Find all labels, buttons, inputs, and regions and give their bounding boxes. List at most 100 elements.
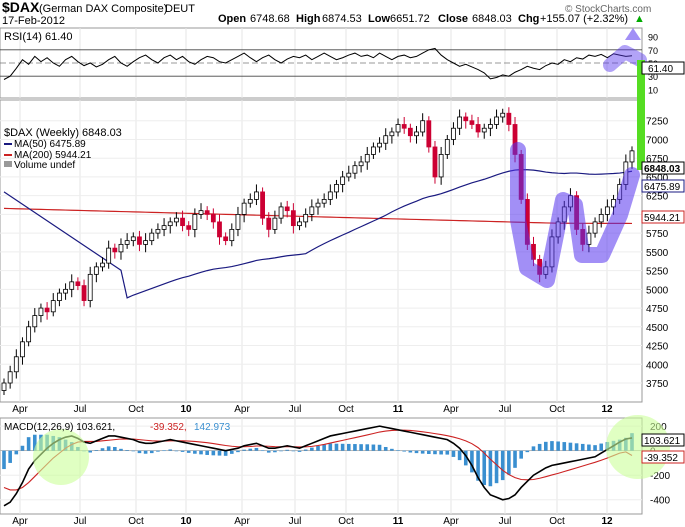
low-label: Low (368, 13, 390, 25)
candle-body (377, 142, 382, 148)
candle-body (260, 191, 265, 219)
macd-histogram-bar (507, 450, 511, 475)
candle-body (118, 243, 124, 253)
price-y-tick: 7250 (646, 117, 669, 128)
rsi-y-tick: 10 (648, 85, 658, 95)
signal-value-label: -39.352 (644, 453, 678, 464)
macd-histogram-bar (88, 450, 92, 453)
macd-legend-hist: 142.973 (194, 422, 231, 433)
macd-x-label: Oct (549, 516, 565, 527)
candle-body (173, 217, 179, 223)
candle-body (297, 221, 302, 227)
candle-body (13, 356, 19, 373)
candle-body (451, 127, 456, 140)
rsi-y-tick: 90 (648, 33, 658, 43)
candle-body (57, 292, 62, 301)
candle-body (364, 154, 370, 163)
ma50-value-label: 6475.89 (644, 182, 681, 193)
candle-body (69, 281, 75, 290)
blue-highlight-stroke (510, 142, 640, 288)
symbol-name: (German DAX Composite) (39, 3, 167, 15)
rsi-value-box (641, 61, 685, 75)
macd-histogram-bar (248, 448, 253, 451)
ma200-value-label: 5944.21 (644, 213, 681, 224)
high-value: 6874.53 (322, 13, 362, 25)
macd-y-tick: -400 (650, 496, 670, 507)
candle-body (315, 202, 321, 208)
macd-histogram-bar (371, 444, 376, 451)
candle-body (290, 210, 296, 227)
candle-body (87, 273, 93, 301)
candle-body (278, 206, 284, 219)
price-y-tick: 6250 (646, 192, 669, 203)
macd-histogram-bar (156, 450, 160, 452)
macd-histogram-bar (162, 450, 166, 452)
candle-body (112, 247, 118, 253)
price-y-tick: 4250 (646, 342, 669, 353)
macd-histogram-bar (580, 443, 585, 451)
ma50-legend: MA(50) 6475.89 (14, 139, 86, 150)
open-value: 6748.68 (250, 13, 290, 25)
macd-histogram-bar (463, 450, 468, 466)
price-y-tick: 4750 (646, 304, 669, 315)
rsi-legend: RSI(14) 61.40 (4, 31, 72, 43)
macd-x-label: 12 (601, 516, 613, 527)
macd-histogram-bar (562, 442, 567, 451)
macd-signal-line (3, 429, 633, 491)
macd-histogram-bar (310, 447, 314, 451)
macd-histogram-bar (525, 450, 530, 453)
macd-histogram-bar (550, 441, 554, 451)
macd-histogram-bar (285, 449, 290, 451)
chg-value: +155.07 (+2.32%) (540, 13, 628, 25)
price-x-label: 12 (601, 404, 613, 415)
candle-body (487, 124, 493, 129)
candle-body (358, 161, 364, 167)
macd-histogram-bar (26, 437, 31, 451)
candle-body (180, 217, 185, 227)
macd-x-label: 11 (393, 516, 404, 527)
rsi-value-label: 61.40 (648, 64, 673, 75)
candle-body (303, 214, 309, 223)
candle-body (432, 146, 438, 178)
macd-histogram-bar (273, 450, 277, 453)
exchange-label: DEUT (165, 3, 195, 15)
macd-value-label: 103.621 (644, 436, 681, 447)
macd-line (3, 425, 633, 507)
candle-body (414, 131, 419, 137)
candle-body (327, 191, 333, 200)
candle-body (106, 247, 112, 264)
candle-body (217, 221, 222, 238)
price-y-tick: 4500 (646, 323, 669, 334)
macd-histogram-bar (303, 449, 308, 451)
candle-body (266, 217, 272, 230)
candle-body (192, 214, 198, 230)
macd-x-label: Jul (74, 516, 87, 527)
macd-histogram-bar (334, 443, 339, 451)
macd-histogram-bar (174, 450, 179, 452)
macd-histogram-bar (396, 450, 400, 451)
macd-histogram-bar (180, 450, 185, 452)
macd-histogram-bar (236, 450, 240, 453)
chg-up-icon: ▲ (634, 13, 645, 25)
candle-body (371, 146, 376, 155)
macd-histogram-bar (113, 446, 117, 451)
candle-body (629, 150, 635, 163)
ma200-legend: MA(200) 5944.21 (14, 150, 92, 161)
candle-body (500, 112, 506, 118)
macd-panel (0, 417, 643, 515)
price-y-tick: 7000 (646, 135, 669, 146)
macd-x-label: Apr (234, 516, 250, 527)
macd-x-label: Apr (12, 516, 28, 527)
candle-body (1, 382, 7, 391)
macd-histogram-bar (568, 442, 573, 451)
candle-body (100, 262, 105, 268)
candle-body (592, 221, 598, 234)
high-label: High (296, 13, 321, 25)
macd-x-label: Oct (338, 516, 354, 527)
blue-highlight-rsi (603, 45, 647, 72)
macd-histogram-bar (390, 448, 394, 451)
macd-histogram-bar (408, 450, 413, 453)
candle-body (598, 214, 604, 223)
macd-histogram-bar (193, 450, 197, 454)
candle-body (346, 172, 352, 178)
